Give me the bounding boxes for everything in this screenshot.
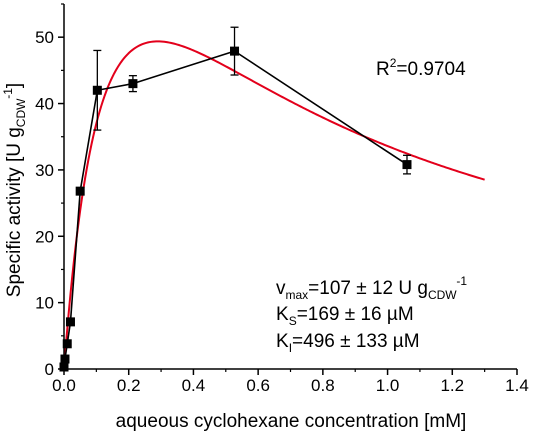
ks-base: K: [276, 304, 289, 325]
data-point: [128, 79, 138, 89]
data-point: [65, 317, 75, 327]
y-axis-title-close: ]: [4, 83, 25, 88]
y-tick-label: 0: [45, 360, 54, 379]
r2-sup: 2: [390, 56, 397, 70]
r2-rest: =0.9704: [396, 59, 466, 80]
y-tick-label: 50: [35, 28, 54, 47]
vmax-sub: max: [286, 288, 309, 302]
ks-sub: S: [289, 314, 297, 328]
y-tick-label: 20: [35, 227, 54, 246]
x-tick-label: 0.6: [246, 376, 270, 395]
vmax-label: vmax=107 ± 12 U gCDW-1: [276, 274, 467, 302]
r2-base: R: [376, 59, 390, 80]
x-tick-label: 0.0: [52, 376, 76, 395]
y-axis-title-sub: CDW: [14, 98, 28, 127]
y-tick-label: 40: [35, 95, 54, 114]
ks-rest: =169 ± 16 µM: [297, 304, 414, 325]
data-point: [230, 46, 240, 56]
ki-sub: I: [289, 341, 292, 355]
vmax-base: v: [276, 278, 286, 299]
x-tick-label: 0.8: [311, 376, 335, 395]
data-point: [62, 339, 72, 349]
x-tick-label: 1.2: [440, 376, 464, 395]
ki-label: KI=496 ± 133 µM: [276, 331, 420, 355]
y-tick-label: 10: [35, 294, 54, 313]
data-point: [402, 160, 412, 170]
data-point: [92, 85, 102, 95]
fit-curve: [63, 40, 485, 370]
ki-base: K: [276, 331, 289, 352]
ki-rest: =496 ± 133 µM: [292, 331, 420, 352]
data-point: [75, 186, 85, 196]
x-axis-title: aqueous cyclohexane concentration [mM]: [116, 411, 467, 432]
vmax-sub2: CDW: [428, 288, 457, 302]
y-tick-label: 30: [35, 161, 54, 180]
r-squared-label: R2=0.9704: [376, 56, 466, 80]
x-tick-label: 1.0: [376, 376, 400, 395]
vmax-mid: =107 ± 12 U g: [308, 278, 428, 299]
y-axis-title-main: Specific activity [U g: [4, 127, 25, 297]
y-axis-title: Specific activity [U gCDW-1]: [1, 83, 28, 297]
x-tick-label: 1.4: [505, 376, 529, 395]
vmax-sup: -1: [456, 274, 467, 288]
ks-label: KS=169 ± 16 µM: [276, 304, 414, 328]
ticks-layer: 0.0 0.2 0.4 0.6 0.8 1.0 1.2 1.4 0 10 20 30 40 50: [35, 3, 529, 395]
y-axis-title-sup: -1: [1, 88, 15, 99]
x-tick-label: 0.2: [117, 376, 141, 395]
fit-layer: [63, 40, 485, 370]
data-point: [60, 354, 70, 364]
x-tick-label: 0.4: [182, 376, 206, 395]
